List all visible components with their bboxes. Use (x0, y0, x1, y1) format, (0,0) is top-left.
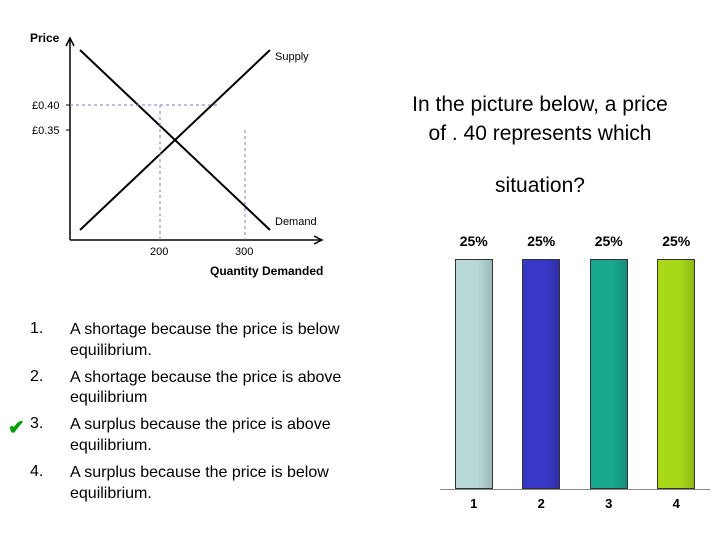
bar-col-1: 25% (449, 259, 499, 489)
xtick-200: 200 (150, 246, 168, 258)
response-bar-chart: 25% 25% 25% 25% 1 2 3 4 (440, 230, 710, 520)
answer-text-4: A surplus because the price is below equ… (70, 463, 410, 505)
supply-demand-graph: £0.40 £0.35 200 300 Price Quantity Deman… (30, 30, 350, 290)
bar-bottom-labels: 1 2 3 4 (440, 496, 710, 511)
answer-num-1: 1. (30, 320, 70, 338)
question-line2: of . 40 represents which (380, 119, 700, 148)
answer-text-1: A shortage because the price is below eq… (70, 320, 410, 362)
bar-num-3: 3 (584, 496, 634, 511)
bar-num-2: 2 (516, 496, 566, 511)
bar-4 (657, 259, 695, 489)
checkmark-icon: ✔ (8, 415, 25, 440)
bar-pct-1: 25% (444, 233, 504, 249)
answer-option-4[interactable]: 4. A surplus because the price is below … (30, 463, 410, 505)
x-axis-label: Quantity Demanded (210, 264, 323, 278)
bar-num-4: 4 (651, 496, 701, 511)
answer-option-1[interactable]: 1. A shortage because the price is below… (30, 320, 410, 362)
bar-pct-3: 25% (579, 233, 639, 249)
bar-2 (522, 259, 560, 489)
answer-option-3[interactable]: ✔ 3. A surplus because the price is abov… (30, 415, 410, 457)
bar-num-1: 1 (449, 496, 499, 511)
supply-label: Supply (275, 51, 309, 63)
bar-col-2: 25% (516, 259, 566, 489)
question-line3: situation? (380, 171, 700, 200)
answer-num-3: ✔ 3. (30, 415, 70, 433)
bar-1 (455, 259, 493, 489)
bar-col-3: 25% (584, 259, 634, 489)
ytick-040: £0.40 (32, 100, 60, 112)
bar-pct-2: 25% (511, 233, 571, 249)
ytick-035: £0.35 (32, 125, 60, 137)
answer-num-2: 2. (30, 368, 70, 386)
answer-text-2: A shortage because the price is above eq… (70, 368, 410, 410)
bar-pct-4: 25% (646, 233, 706, 249)
bar-area: 25% 25% 25% 25% (440, 230, 710, 490)
y-axis-label: Price (30, 31, 60, 45)
demand-label: Demand (275, 216, 317, 228)
bar-col-4: 25% (651, 259, 701, 489)
answer-text-3: A surplus because the price is above equ… (70, 415, 410, 457)
econ-svg: £0.40 £0.35 200 300 Price Quantity Deman… (30, 30, 350, 290)
question-text: In the picture below, a price of . 40 re… (380, 90, 700, 200)
question-line1: In the picture below, a price (380, 90, 700, 119)
answer-num-4: 4. (30, 463, 70, 481)
bar-3 (590, 259, 628, 489)
answer-list: 1. A shortage because the price is below… (30, 320, 410, 510)
xtick-300: 300 (235, 246, 253, 258)
answer-option-2[interactable]: 2. A shortage because the price is above… (30, 368, 410, 410)
